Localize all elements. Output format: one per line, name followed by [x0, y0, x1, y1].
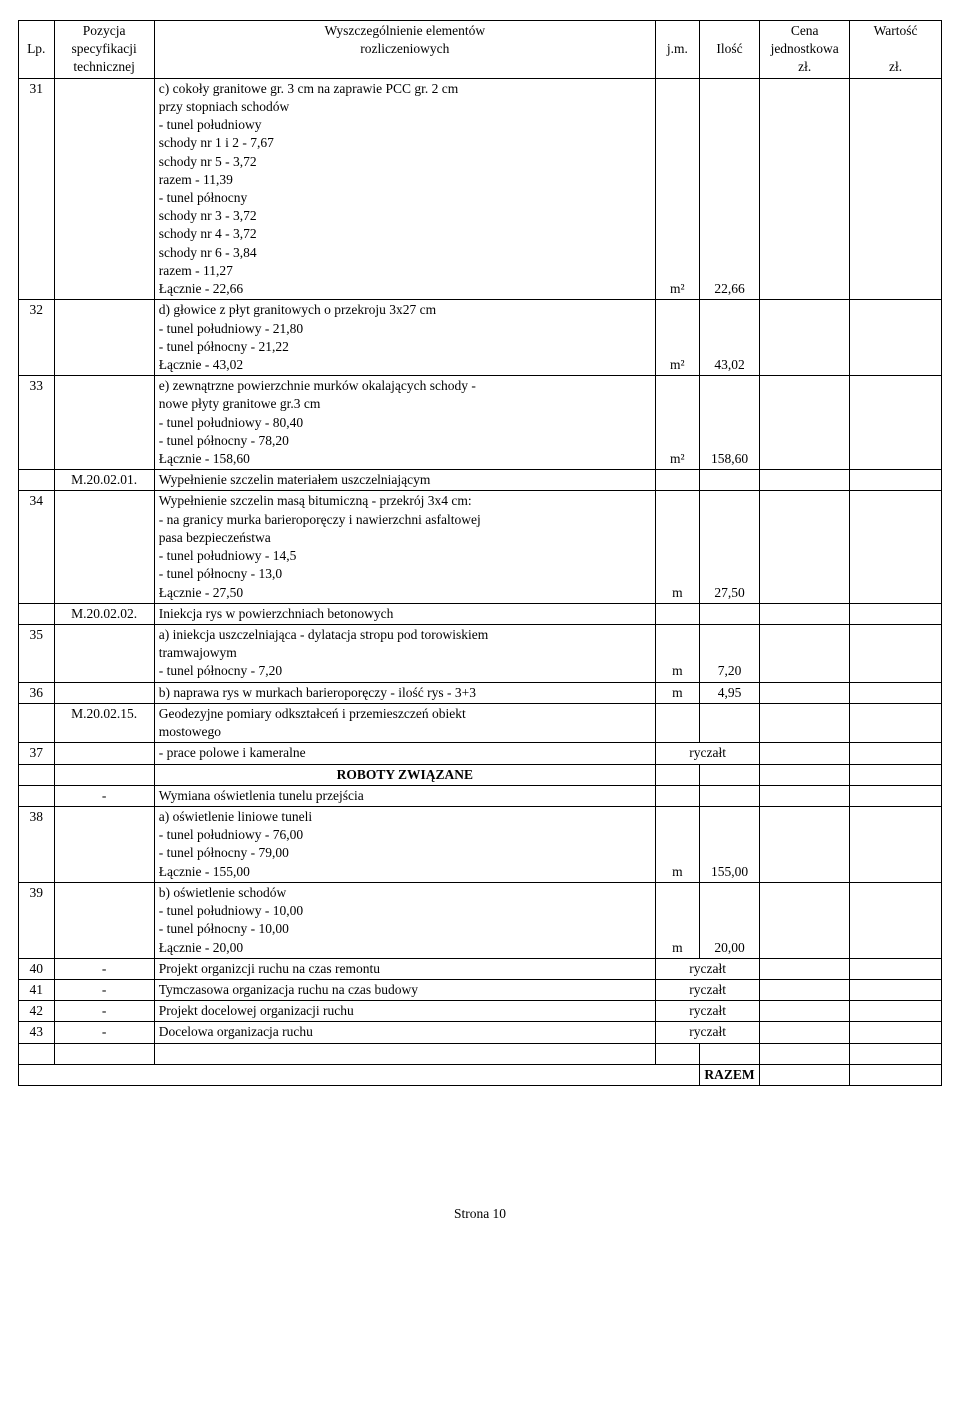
- page-number: Strona 10: [18, 1206, 942, 1222]
- table-row: 40-Projekt organizcji ruchu na czas remo…: [19, 958, 942, 979]
- table-row: M.20.02.15.Geodezyjne pomiary odkształce…: [19, 703, 942, 742]
- table-row: 37 - prace polowe i kameralneryczałt: [19, 743, 942, 764]
- table-row: ROBOTY ZWIĄZANE: [19, 764, 942, 785]
- table-row: 34Wypełnienie szczelin masą bitumiczną -…: [19, 491, 942, 603]
- table-row: 36b) naprawa rys w murkach barieroporęcz…: [19, 682, 942, 703]
- table-row: 31c) cokoły granitowe gr. 3 cm na zapraw…: [19, 78, 942, 300]
- table-row: -Wymiana oświetlenia tunelu przejścia: [19, 785, 942, 806]
- table-row: 43-Docelowa organizacja ruchuryczałt: [19, 1022, 942, 1043]
- table-row: 35a) iniekcja uszczelniająca - dylatacja…: [19, 625, 942, 683]
- table-row: 38a) oświetlenie liniowe tuneli - tunel …: [19, 806, 942, 882]
- table-row: 33e) zewnątrzne powierzchnie murków okal…: [19, 376, 942, 470]
- table-row: 39b) oświetlenie schodów - tunel południ…: [19, 882, 942, 958]
- table-row: M.20.02.01.Wypełnienie szczelin materiał…: [19, 470, 942, 491]
- cost-table: Lp.PozycjaspecyfikacjitechnicznejWyszcze…: [18, 20, 942, 1086]
- table-row: 32d) głowice z płyt granitowych o przekr…: [19, 300, 942, 376]
- table-row: 41-Tymczasowa organizacja ruchu na czas …: [19, 979, 942, 1000]
- table-row: 42-Projekt docelowej organizacji ruchury…: [19, 1001, 942, 1022]
- table-row: M.20.02.02.Iniekcja rys w powierzchniach…: [19, 603, 942, 624]
